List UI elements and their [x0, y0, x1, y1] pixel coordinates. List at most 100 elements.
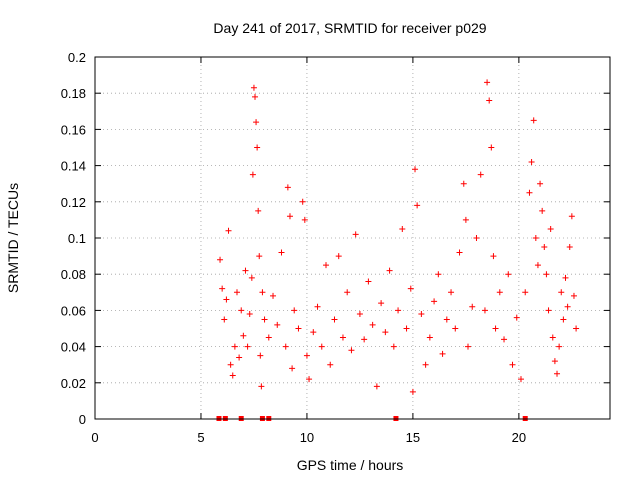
data-point: [452, 325, 459, 332]
data-point: [522, 289, 529, 296]
data-point: [448, 289, 455, 296]
data-point: [365, 278, 372, 285]
data-point: [568, 213, 575, 220]
data-point: [249, 171, 256, 178]
data-point: [443, 316, 450, 323]
data-point: [259, 289, 266, 296]
data-point: [246, 311, 253, 318]
y-axis-label: SRMTID / TECUs: [5, 183, 21, 293]
data-point: [323, 262, 330, 269]
data-point: [289, 365, 296, 372]
data-point: [534, 262, 541, 269]
data-point: [256, 253, 263, 260]
data-point: [496, 289, 503, 296]
data-point: [501, 336, 508, 343]
data-point: [556, 343, 563, 350]
y-tick-label: 0.18: [61, 86, 86, 101]
x-axis-ticks: 0 5 10 15 20: [91, 57, 526, 445]
data-point: [492, 325, 499, 332]
data-point: [460, 180, 467, 187]
data-point: [554, 370, 561, 377]
data-point: [412, 166, 419, 173]
data-point: [286, 213, 293, 220]
plot-frame: [94, 56, 611, 420]
x-tick-label: 0: [91, 430, 98, 445]
data-point: [244, 343, 251, 350]
data-point: [233, 289, 240, 296]
data-point: [558, 289, 565, 296]
data-point: [409, 388, 416, 395]
data-point: [331, 316, 338, 323]
y-tick-label: 0.16: [61, 122, 86, 137]
data-point: [505, 271, 512, 278]
data-point: [456, 249, 463, 256]
data-point: [431, 298, 438, 305]
y-tick-label: 0.14: [61, 159, 86, 174]
data-point: [465, 343, 472, 350]
data-point: [295, 325, 302, 332]
data-point: [356, 311, 363, 318]
data-point: [344, 289, 351, 296]
data-point: [217, 256, 224, 263]
data-point: [407, 285, 414, 292]
data-points: [217, 79, 580, 395]
data-point: [240, 332, 247, 339]
x-tick-label: 15: [406, 430, 420, 445]
data-point: [250, 84, 257, 91]
data-point: [528, 158, 535, 165]
data-point: [314, 303, 321, 310]
data-point: [254, 144, 261, 151]
y-tick-label: 0.12: [61, 195, 86, 210]
data-point: [481, 307, 488, 314]
data-point: [566, 244, 573, 251]
data-point: [539, 207, 546, 214]
y-tick-label: 0.06: [61, 303, 86, 318]
data-point: [562, 274, 569, 281]
x-tick-label: 20: [512, 430, 526, 445]
data-point: [477, 171, 484, 178]
data-point: [257, 352, 264, 359]
data-point: [223, 296, 230, 303]
data-point: [403, 325, 410, 332]
data-point: [236, 354, 243, 361]
data-point: [284, 184, 291, 191]
data-point: [488, 144, 495, 151]
data-point: [348, 347, 355, 354]
data-point: [306, 376, 313, 383]
data-point: [278, 249, 285, 256]
data-point: [255, 207, 262, 214]
x-tick-label: 10: [300, 430, 314, 445]
data-point: [270, 292, 277, 299]
data-point: [274, 321, 281, 328]
data-point: [547, 225, 554, 232]
data-point: [382, 329, 389, 336]
data-point: [335, 253, 342, 260]
data-point: [238, 307, 245, 314]
data-point: [299, 198, 306, 205]
data-point: [486, 97, 493, 104]
data-point: [490, 253, 497, 260]
data-point: [551, 358, 558, 365]
data-point: [373, 383, 380, 390]
data-point: [221, 316, 228, 323]
x-tick-label: 5: [197, 430, 204, 445]
data-point: [509, 361, 516, 368]
data-point: [414, 202, 421, 209]
data-point: [526, 189, 533, 196]
data-point: [418, 311, 425, 318]
data-point: [291, 307, 298, 314]
data-point: [303, 352, 310, 359]
data-point: [537, 180, 544, 187]
data-point: [564, 303, 571, 310]
y-tick-label: 0: [79, 412, 86, 427]
data-point: [573, 325, 580, 332]
data-point: [318, 343, 325, 350]
data-point: [219, 285, 226, 292]
data-point: [301, 216, 308, 223]
data-point: [513, 314, 520, 321]
data-point: [462, 216, 469, 223]
data-point: [422, 361, 429, 368]
y-tick-label: 0.1: [68, 231, 86, 246]
data-point: [435, 271, 442, 278]
